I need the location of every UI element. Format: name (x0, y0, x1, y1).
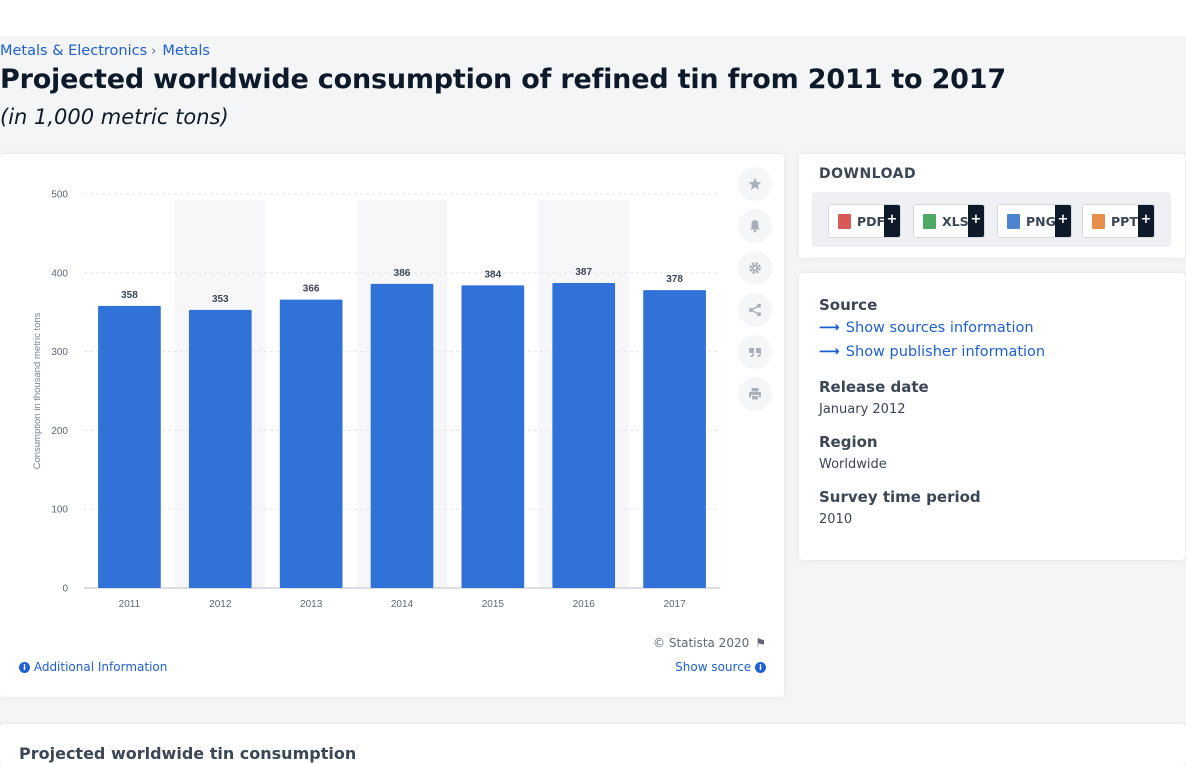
bar-value-label: 378 (666, 274, 683, 285)
copyright-text: © Statista 2020 (653, 636, 750, 650)
settings-gear-icon[interactable] (738, 251, 772, 285)
bar (643, 290, 706, 588)
y-tick-label: 300 (51, 347, 68, 358)
bar-value-label: 366 (303, 284, 320, 295)
download-ppt-plus[interactable]: + (1138, 205, 1154, 237)
show-source-label: Show source (675, 660, 752, 674)
page-title: Projected worldwide consumption of refin… (0, 64, 1006, 95)
arrow-right-icon: ⟶ (819, 320, 840, 336)
download-png-button[interactable]: PNG + (997, 204, 1072, 238)
page-subtitle: (in 1,000 metric tons) (0, 105, 229, 129)
bar-value-label: 387 (575, 267, 592, 278)
x-tick-label: 2015 (482, 599, 505, 610)
download-xls-plus[interactable]: + (968, 205, 984, 237)
bar (188, 309, 252, 588)
download-title: DOWNLOAD (819, 166, 917, 182)
info-icon: i (19, 662, 30, 673)
x-tick-label: 2012 (209, 599, 232, 610)
bar (98, 305, 161, 588)
y-axis-label: Consumption in thousand metric tons (32, 312, 43, 469)
download-xls-label: XLS (942, 213, 969, 229)
bar (461, 285, 525, 588)
chart-copyright: © Statista 2020 ⚑ (653, 636, 766, 650)
x-tick-label: 2011 (119, 599, 141, 610)
x-tick-label: 2013 (300, 599, 323, 610)
show-sources-link[interactable]: ⟶ Show sources information (819, 320, 1034, 336)
info-icon: i (755, 662, 766, 673)
bar (279, 299, 343, 588)
show-publisher-label: Show publisher information (845, 344, 1046, 360)
arrow-right-icon: ⟶ (819, 344, 840, 360)
release-date-heading: Release date (819, 378, 929, 396)
x-tick-label: 2017 (663, 599, 686, 610)
bar-value-label: 353 (212, 294, 229, 305)
chart-toolbar (738, 167, 772, 419)
y-tick-label: 100 (51, 505, 68, 516)
y-tick-label: 200 (51, 426, 68, 437)
show-sources-label: Show sources information (845, 320, 1034, 336)
download-png-label: PNG (1026, 213, 1056, 229)
description-title: Projected worldwide tin consumption (19, 744, 357, 763)
release-date-value: January 2012 (819, 402, 906, 417)
download-pdf-button[interactable]: PDF + (828, 204, 901, 238)
xls-file-icon (923, 213, 936, 229)
y-tick-label: 500 (51, 190, 68, 201)
breadcrumb-link-metals[interactable]: Metals (162, 43, 210, 59)
chart-card: 0 100 200 300 400 500 Consumption in thousand … (0, 154, 784, 697)
cite-quote-icon[interactable] (738, 335, 772, 369)
download-pdf-plus[interactable]: + (884, 205, 900, 237)
description-card: Projected worldwide tin consumption (0, 724, 1186, 764)
bar-chart: 0 100 200 300 400 500 Consumption in thousand … (32, 190, 720, 610)
additional-information-link[interactable]: i Additional Information (19, 660, 167, 674)
top-header-strip (0, 0, 1186, 36)
survey-period-value: 2010 (819, 512, 853, 527)
download-png-plus[interactable]: + (1055, 205, 1071, 237)
bar (370, 283, 434, 588)
breadcrumb: Metals & Electronics › Metals (0, 43, 210, 59)
share-icon[interactable] (738, 293, 772, 327)
region-value: Worldwide (819, 457, 887, 472)
download-ppt-label: PPT (1111, 213, 1138, 229)
region-heading: Region (819, 433, 878, 451)
download-ppt-button[interactable]: PPT + (1082, 204, 1155, 238)
additional-information-label: Additional Information (33, 660, 168, 674)
y-tick-label: 400 (51, 268, 68, 279)
survey-period-heading: Survey time period (819, 488, 981, 506)
bar-value-label: 386 (394, 268, 411, 279)
x-tick-label: 2016 (573, 599, 596, 610)
ppt-file-icon (1092, 213, 1105, 229)
png-file-icon (1007, 213, 1020, 229)
breadcrumb-link-metals-electronics[interactable]: Metals & Electronics (0, 43, 148, 59)
download-xls-button[interactable]: XLS + (913, 204, 985, 238)
download-panel: DOWNLOAD PDF + XLS + PNG + PPT + (799, 154, 1185, 258)
source-panel: Source ⟶ Show sources information ⟶ Show p… (799, 273, 1185, 560)
pdf-file-icon (838, 213, 851, 229)
bar (552, 283, 616, 588)
show-source-link[interactable]: Show source i (675, 660, 766, 674)
x-tick-label: 2014 (391, 599, 414, 610)
source-heading: Source (819, 296, 878, 314)
bar-value-label: 358 (121, 290, 138, 301)
print-icon[interactable] (738, 377, 772, 411)
download-button-row: PDF + XLS + PNG + PPT + (812, 192, 1171, 247)
report-flag-icon[interactable]: ⚑ (755, 636, 766, 650)
favorite-star-icon[interactable] (738, 167, 772, 201)
bar-value-label: 384 (485, 269, 502, 280)
y-tick-label: 0 (62, 584, 68, 595)
show-publisher-link[interactable]: ⟶ Show publisher information (819, 344, 1045, 360)
notification-bell-icon[interactable] (738, 209, 772, 243)
breadcrumb-separator: › (151, 43, 157, 59)
download-pdf-label: PDF (857, 213, 886, 229)
